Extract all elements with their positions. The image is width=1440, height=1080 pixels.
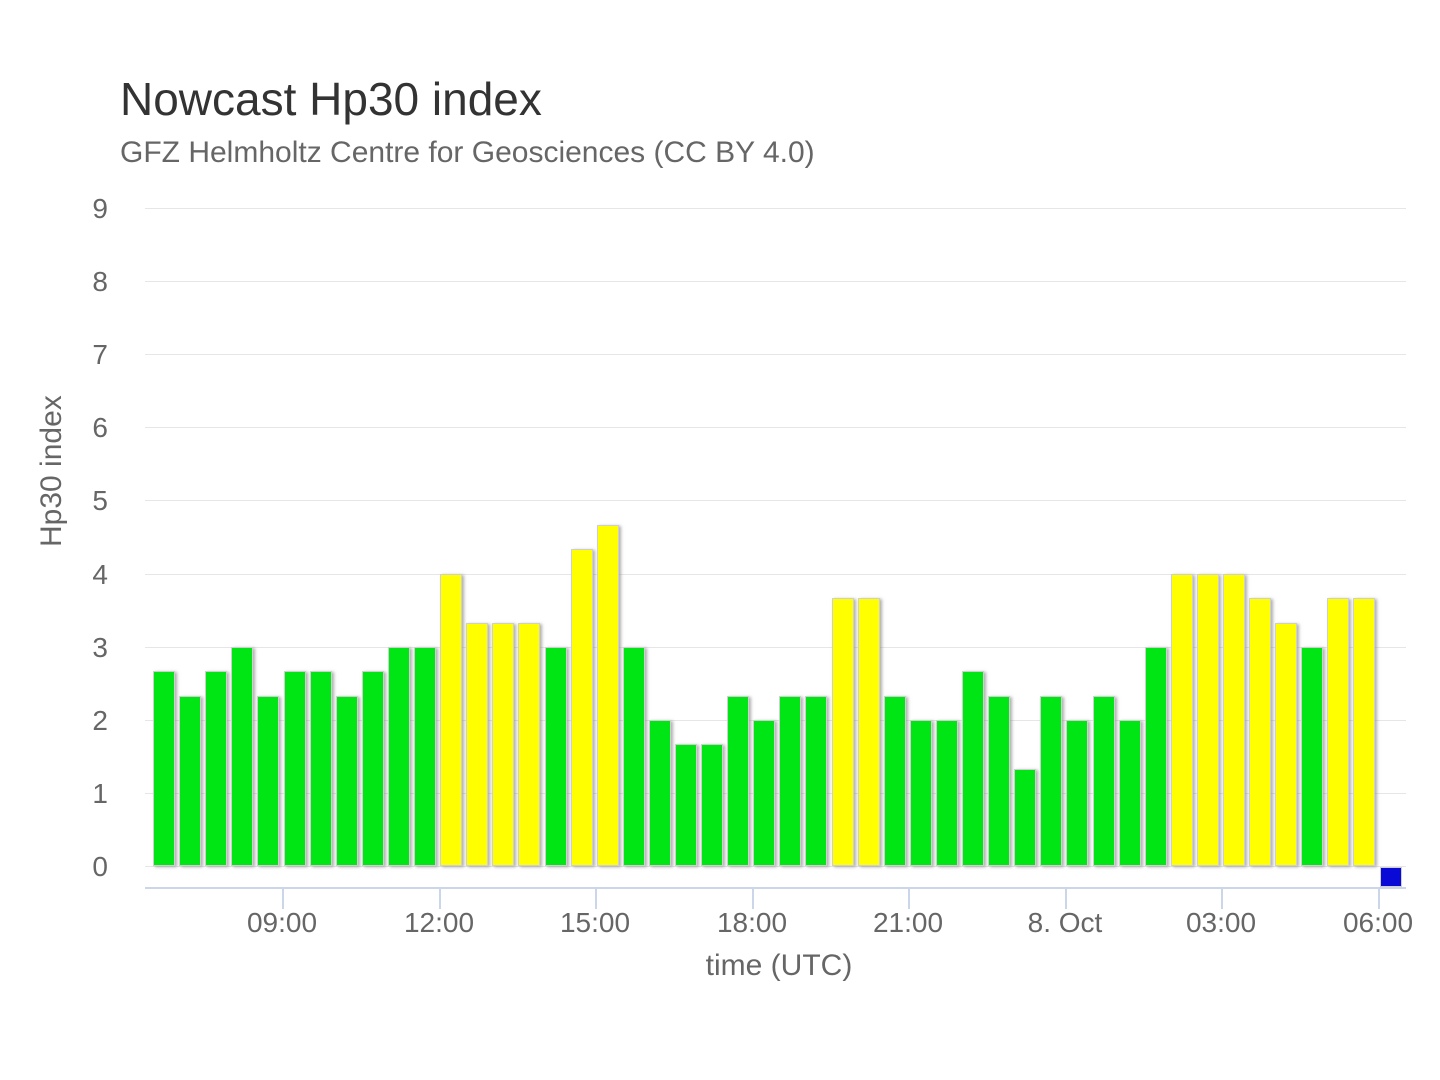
bar[interactable] bbox=[753, 720, 775, 866]
bar[interactable] bbox=[571, 549, 593, 866]
gridline bbox=[145, 866, 1406, 867]
y-tick-label: 7 bbox=[92, 339, 108, 370]
bar[interactable] bbox=[1145, 647, 1167, 866]
bar[interactable] bbox=[727, 696, 749, 866]
gridline bbox=[145, 354, 1406, 355]
current-interval-marker[interactable] bbox=[1380, 867, 1402, 887]
bar[interactable] bbox=[310, 671, 332, 866]
bar[interactable] bbox=[336, 696, 358, 866]
bar[interactable] bbox=[1223, 574, 1245, 866]
x-tick-label: 06:00 bbox=[1342, 907, 1414, 938]
bar[interactable] bbox=[1066, 720, 1088, 866]
y-tick-label: 4 bbox=[92, 559, 108, 590]
bar[interactable] bbox=[1353, 598, 1375, 866]
gridline bbox=[145, 720, 1406, 721]
bar[interactable] bbox=[962, 671, 984, 866]
bar[interactable] bbox=[988, 696, 1010, 866]
x-axis-line bbox=[145, 887, 1406, 889]
bar[interactable] bbox=[910, 720, 932, 866]
x-tick bbox=[595, 889, 597, 909]
x-tick-label: 18:00 bbox=[716, 907, 788, 938]
bar[interactable] bbox=[1275, 623, 1297, 866]
x-tick bbox=[1378, 889, 1380, 909]
bar[interactable] bbox=[1093, 696, 1115, 866]
bar[interactable] bbox=[675, 744, 697, 866]
y-tick-label: 5 bbox=[92, 485, 108, 516]
bar[interactable] bbox=[805, 696, 827, 866]
x-tick-label: 15:00 bbox=[559, 907, 631, 938]
bar[interactable] bbox=[205, 671, 227, 866]
bar[interactable] bbox=[284, 671, 306, 866]
bar[interactable] bbox=[936, 720, 958, 866]
chart-subtitle: GFZ Helmholtz Centre for Geosciences (CC… bbox=[120, 136, 815, 169]
bar[interactable] bbox=[649, 720, 671, 866]
x-tick-label: 21:00 bbox=[872, 907, 944, 938]
x-tick bbox=[1221, 889, 1223, 909]
bar[interactable] bbox=[545, 647, 567, 866]
bar[interactable] bbox=[1327, 598, 1349, 866]
bar[interactable] bbox=[884, 696, 906, 866]
bar[interactable] bbox=[1249, 598, 1271, 866]
bar[interactable] bbox=[1301, 647, 1323, 866]
bar[interactable] bbox=[1040, 696, 1062, 866]
x-tick bbox=[439, 889, 441, 909]
bar[interactable] bbox=[518, 623, 540, 866]
y-tick-label: 6 bbox=[92, 412, 108, 443]
gridline bbox=[145, 281, 1406, 282]
bar[interactable] bbox=[1197, 574, 1219, 866]
bar[interactable] bbox=[1014, 769, 1036, 866]
bar[interactable] bbox=[701, 744, 723, 866]
gridline bbox=[145, 208, 1406, 209]
bar[interactable] bbox=[597, 525, 619, 866]
x-tick-label: 03:00 bbox=[1185, 907, 1257, 938]
y-tick-label: 9 bbox=[92, 193, 108, 224]
gridline bbox=[145, 500, 1406, 501]
y-tick-label: 1 bbox=[92, 778, 108, 809]
bar[interactable] bbox=[388, 647, 410, 866]
gridline bbox=[145, 427, 1406, 428]
x-tick bbox=[282, 889, 284, 909]
y-tick-label: 2 bbox=[92, 705, 108, 736]
bar[interactable] bbox=[1171, 574, 1193, 866]
bar[interactable] bbox=[858, 598, 880, 866]
gridline bbox=[145, 793, 1406, 794]
x-tick bbox=[752, 889, 754, 909]
x-tick-label: 12:00 bbox=[403, 907, 475, 938]
gridline bbox=[145, 574, 1406, 575]
gridline bbox=[145, 647, 1406, 648]
bar[interactable] bbox=[231, 647, 253, 866]
bar[interactable] bbox=[492, 623, 514, 866]
bar[interactable] bbox=[466, 623, 488, 866]
bar[interactable] bbox=[1119, 720, 1141, 866]
bar[interactable] bbox=[779, 696, 801, 866]
bar[interactable] bbox=[257, 696, 279, 866]
x-tick bbox=[1065, 889, 1067, 909]
bar[interactable] bbox=[832, 598, 854, 866]
bar[interactable] bbox=[362, 671, 384, 866]
y-tick-label: 3 bbox=[92, 632, 108, 663]
x-axis-title: time (UTC) bbox=[705, 949, 853, 982]
x-tick bbox=[908, 889, 910, 909]
y-tick-label: 8 bbox=[92, 266, 108, 297]
chart-title: Nowcast Hp30 index bbox=[120, 73, 542, 125]
x-tick-label: 8. Oct bbox=[1027, 907, 1103, 938]
x-tick-label: 09:00 bbox=[246, 907, 318, 938]
bar[interactable] bbox=[440, 574, 462, 866]
bar[interactable] bbox=[153, 671, 175, 866]
bar[interactable] bbox=[623, 647, 645, 866]
y-tick-label: 0 bbox=[92, 851, 108, 882]
bar[interactable] bbox=[179, 696, 201, 866]
bar[interactable] bbox=[414, 647, 436, 866]
